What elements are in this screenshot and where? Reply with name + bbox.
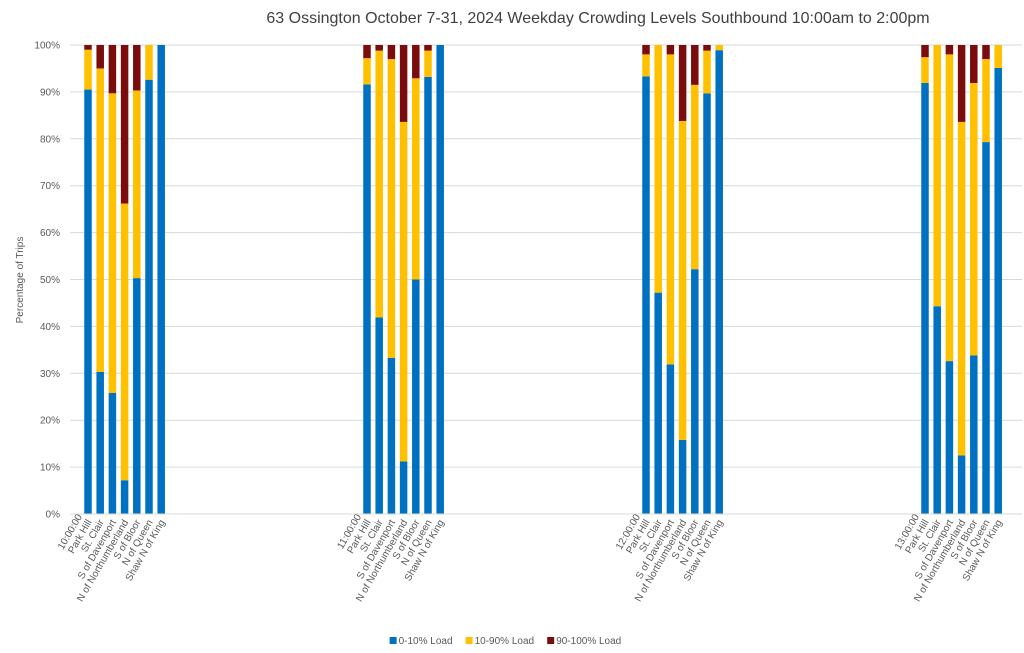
y-tick-label: 60% bbox=[40, 228, 60, 239]
bar-segment bbox=[654, 292, 662, 514]
bar-segment bbox=[399, 45, 408, 122]
y-tick-label: 20% bbox=[40, 416, 60, 427]
legend-swatch bbox=[389, 637, 397, 644]
bar-segment bbox=[970, 82, 978, 356]
bar-segment bbox=[412, 279, 420, 514]
bar-segment bbox=[424, 50, 432, 77]
bar-segment bbox=[945, 45, 954, 55]
legend-swatch bbox=[465, 637, 473, 644]
bar-segment bbox=[120, 203, 129, 481]
bar-segment bbox=[994, 45, 1002, 68]
bar-segment bbox=[678, 439, 687, 514]
y-tick-label: 50% bbox=[40, 275, 60, 286]
bar-segment bbox=[96, 45, 104, 69]
bar-segment bbox=[363, 45, 371, 59]
bar-segment bbox=[982, 142, 990, 514]
bar-segment bbox=[375, 50, 383, 318]
bar-segment bbox=[691, 84, 699, 270]
bar-segment bbox=[145, 79, 153, 515]
bar-segment bbox=[96, 68, 104, 372]
bar-segment bbox=[96, 371, 104, 514]
bar-segment bbox=[945, 54, 954, 362]
bar-segment bbox=[982, 59, 990, 143]
y-tick-label: 30% bbox=[40, 369, 60, 380]
bar-segment bbox=[654, 45, 662, 293]
bar-segment bbox=[642, 54, 650, 77]
bar-segment bbox=[678, 120, 687, 440]
y-tick-label: 80% bbox=[40, 134, 60, 145]
bar-segment bbox=[957, 121, 966, 456]
bar-segment bbox=[84, 49, 92, 90]
legend-label: 10-90% Load bbox=[475, 636, 534, 647]
bar-segment bbox=[133, 45, 141, 91]
bar-segment bbox=[120, 480, 129, 514]
bar-segment bbox=[945, 361, 954, 514]
bar-segment bbox=[921, 57, 929, 83]
bar-segment bbox=[642, 76, 650, 514]
y-tick-label: 70% bbox=[40, 181, 60, 192]
bar-segment bbox=[970, 355, 978, 514]
chart-title: 63 Ossington October 7-31, 2024 Weekday … bbox=[266, 10, 929, 27]
bar-segment bbox=[994, 67, 1002, 514]
bar-segment bbox=[957, 455, 966, 514]
bar-segment bbox=[715, 45, 723, 51]
bar-segment bbox=[108, 45, 117, 94]
bar-segment bbox=[145, 45, 153, 80]
bar-segment bbox=[666, 45, 675, 55]
bar-segment bbox=[678, 45, 687, 121]
bar-segment bbox=[387, 45, 396, 60]
bar-segment bbox=[666, 364, 675, 514]
bar-segment bbox=[703, 45, 711, 51]
bar-segment bbox=[363, 58, 371, 85]
bar-segment bbox=[982, 45, 990, 60]
bar-segment bbox=[436, 45, 444, 514]
bar-segment bbox=[412, 78, 420, 280]
bar-segment bbox=[703, 93, 711, 514]
bar-segment bbox=[84, 89, 92, 515]
bar-segment bbox=[691, 45, 699, 85]
bar-segment bbox=[921, 82, 929, 514]
bar-segment bbox=[715, 50, 723, 515]
bar-segment bbox=[363, 84, 371, 515]
y-tick-label: 90% bbox=[40, 87, 60, 98]
bar-segment bbox=[399, 461, 408, 514]
y-tick-label: 10% bbox=[40, 463, 60, 474]
bar-segment bbox=[133, 90, 141, 279]
bar-segment bbox=[642, 45, 650, 55]
bar-segment bbox=[375, 45, 383, 51]
legend-label: 0-10% Load bbox=[399, 636, 453, 647]
bar-segment bbox=[412, 45, 420, 79]
y-axis-title: Percentage of Trips bbox=[15, 237, 26, 324]
bar-segment bbox=[108, 392, 117, 514]
bar-segment bbox=[387, 59, 396, 358]
legend-swatch bbox=[547, 637, 555, 644]
bar-segment bbox=[957, 45, 966, 122]
bar-segment bbox=[970, 45, 978, 83]
bar-segment bbox=[666, 54, 675, 365]
bar-segment bbox=[921, 45, 929, 58]
legend-label: 90-100% Load bbox=[556, 636, 621, 647]
bar-segment bbox=[387, 357, 396, 514]
bar-segment bbox=[933, 45, 941, 307]
bar-segment bbox=[424, 76, 432, 514]
bar-segment bbox=[120, 45, 129, 204]
bar-segment bbox=[375, 317, 383, 514]
bar-segment bbox=[703, 50, 711, 94]
y-tick-label: 100% bbox=[34, 41, 60, 52]
y-tick-label: 0% bbox=[46, 510, 61, 521]
bar-segment bbox=[691, 269, 699, 514]
bar-segment bbox=[108, 93, 117, 393]
bar-segment bbox=[157, 45, 165, 514]
bar-segment bbox=[424, 45, 432, 51]
y-tick-label: 40% bbox=[40, 322, 60, 333]
bar-segment bbox=[933, 306, 941, 514]
bar-segment bbox=[399, 121, 408, 462]
bar-segment bbox=[84, 45, 92, 50]
bar-segment bbox=[133, 278, 141, 514]
